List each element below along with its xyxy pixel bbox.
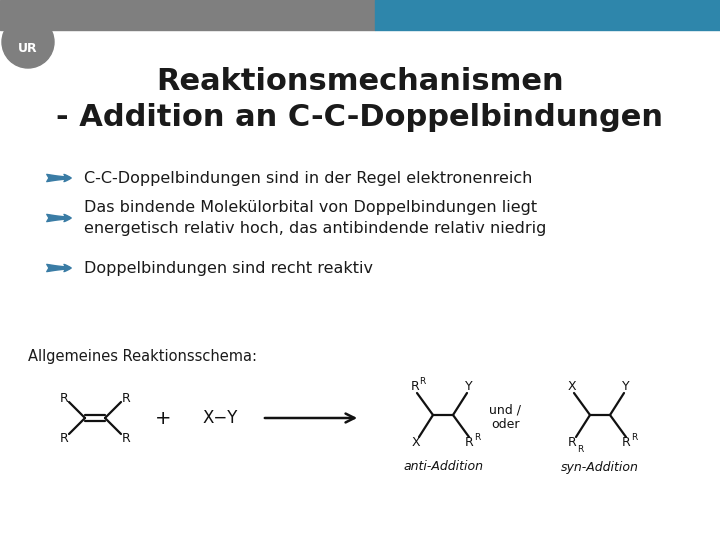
Text: R: R — [122, 392, 130, 404]
Circle shape — [2, 16, 54, 68]
Text: Reaktionsmechanismen: Reaktionsmechanismen — [156, 68, 564, 97]
Text: R: R — [577, 446, 583, 455]
Text: - Addition an C-C-Doppelbindungen: - Addition an C-C-Doppelbindungen — [56, 104, 664, 132]
Text: X: X — [412, 436, 420, 449]
Text: X−Y: X−Y — [202, 409, 238, 427]
Text: Allgemeines Reaktionsschema:: Allgemeines Reaktionsschema: — [28, 349, 257, 364]
Text: R: R — [60, 431, 68, 444]
Text: R: R — [122, 431, 130, 444]
Text: syn-Addition: syn-Addition — [561, 461, 639, 474]
Text: +: + — [155, 408, 171, 428]
Text: Das bindende Molekülorbital von Doppelbindungen liegt
energetisch relativ hoch, : Das bindende Molekülorbital von Doppelbi… — [84, 200, 546, 236]
Text: anti-Addition: anti-Addition — [403, 461, 483, 474]
Text: R: R — [60, 392, 68, 404]
Text: R: R — [419, 376, 425, 386]
Text: C-C-Doppelbindungen sind in der Regel elektronenreich: C-C-Doppelbindungen sind in der Regel el… — [84, 171, 532, 186]
Text: R: R — [464, 436, 473, 449]
Text: R: R — [474, 433, 480, 442]
Text: R: R — [567, 436, 577, 449]
Bar — [0, 0, 375, 30]
Text: R: R — [631, 433, 637, 442]
Text: und /: und / — [489, 403, 521, 416]
Bar — [375, 0, 720, 30]
Text: Y: Y — [622, 381, 630, 394]
Text: R: R — [621, 436, 631, 449]
Text: Y: Y — [465, 381, 473, 394]
Text: oder: oder — [491, 418, 519, 431]
Text: Doppelbindungen sind recht reaktiv: Doppelbindungen sind recht reaktiv — [84, 260, 373, 275]
Text: X: X — [567, 381, 576, 394]
Text: UR: UR — [18, 42, 38, 55]
Text: R: R — [410, 381, 419, 394]
